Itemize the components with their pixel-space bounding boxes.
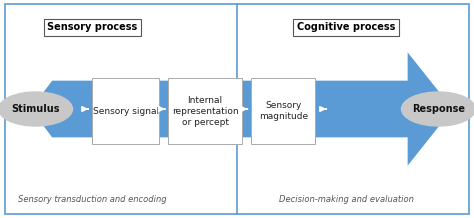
Polygon shape	[31, 52, 453, 166]
Text: Sensory
magnitude: Sensory magnitude	[259, 101, 308, 121]
Text: Sensory process: Sensory process	[47, 22, 137, 32]
FancyBboxPatch shape	[251, 78, 315, 144]
Text: Decision-making and evaluation: Decision-making and evaluation	[279, 195, 413, 204]
Text: Sensory transduction and encoding: Sensory transduction and encoding	[18, 195, 167, 204]
Circle shape	[401, 92, 474, 126]
Text: Stimulus: Stimulus	[11, 104, 60, 114]
Text: Sensory signal: Sensory signal	[92, 107, 159, 116]
Text: Cognitive process: Cognitive process	[297, 22, 395, 32]
Text: Response: Response	[412, 104, 465, 114]
FancyBboxPatch shape	[5, 4, 469, 214]
Text: Internal
representation
or percept: Internal representation or percept	[172, 95, 238, 127]
Circle shape	[0, 92, 73, 126]
FancyBboxPatch shape	[168, 78, 242, 144]
FancyBboxPatch shape	[92, 78, 159, 144]
